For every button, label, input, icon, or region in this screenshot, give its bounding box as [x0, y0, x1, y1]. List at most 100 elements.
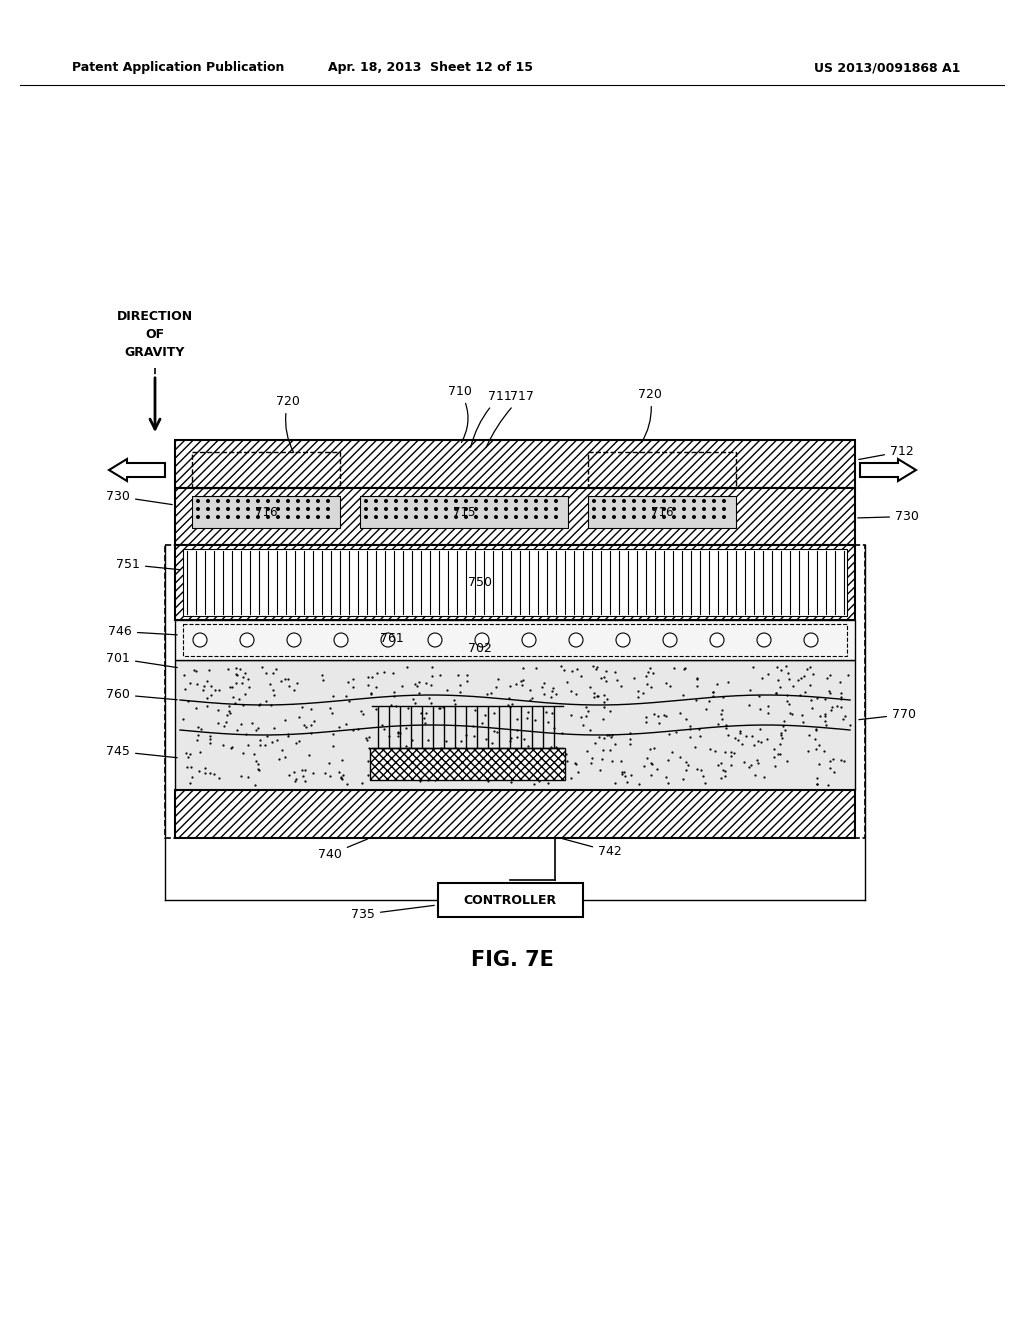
Text: 720: 720	[276, 395, 300, 453]
Circle shape	[710, 634, 724, 647]
Circle shape	[622, 515, 626, 519]
Circle shape	[256, 499, 260, 503]
Circle shape	[642, 507, 646, 511]
Text: 745: 745	[106, 744, 177, 758]
Circle shape	[682, 499, 686, 503]
Circle shape	[206, 499, 210, 503]
Text: CONTROLLER: CONTROLLER	[464, 895, 557, 908]
Circle shape	[662, 507, 666, 511]
Circle shape	[652, 499, 656, 503]
Circle shape	[632, 515, 636, 519]
Circle shape	[722, 499, 726, 503]
Circle shape	[464, 499, 468, 503]
Circle shape	[286, 515, 290, 519]
Circle shape	[616, 634, 630, 647]
Circle shape	[569, 634, 583, 647]
Circle shape	[216, 499, 220, 503]
Circle shape	[364, 499, 368, 503]
Circle shape	[544, 499, 548, 503]
Circle shape	[642, 499, 646, 503]
Circle shape	[602, 499, 606, 503]
Circle shape	[296, 499, 300, 503]
Circle shape	[494, 499, 498, 503]
Text: 760: 760	[106, 688, 177, 701]
Bar	[175, 660, 855, 789]
Circle shape	[672, 507, 676, 511]
Circle shape	[394, 499, 398, 503]
Circle shape	[712, 507, 716, 511]
Circle shape	[316, 499, 319, 503]
Circle shape	[702, 515, 706, 519]
Circle shape	[216, 507, 220, 511]
Bar	[165, 545, 865, 838]
Circle shape	[374, 499, 378, 503]
Circle shape	[246, 499, 250, 503]
Text: 770: 770	[859, 708, 916, 721]
Circle shape	[534, 499, 538, 503]
Circle shape	[196, 507, 200, 511]
Text: 710: 710	[449, 385, 472, 442]
Text: 730: 730	[106, 490, 172, 504]
Circle shape	[602, 507, 606, 511]
Circle shape	[316, 507, 319, 511]
Circle shape	[682, 507, 686, 511]
Text: Patent Application Publication: Patent Application Publication	[72, 62, 285, 74]
Circle shape	[236, 499, 240, 503]
Circle shape	[632, 499, 636, 503]
Circle shape	[652, 515, 656, 519]
Circle shape	[702, 499, 706, 503]
Text: 750: 750	[468, 577, 492, 590]
Circle shape	[404, 507, 408, 511]
Circle shape	[444, 507, 449, 511]
Text: Apr. 18, 2013  Sheet 12 of 15: Apr. 18, 2013 Sheet 12 of 15	[328, 62, 532, 74]
Circle shape	[306, 499, 310, 503]
Circle shape	[206, 507, 210, 511]
Circle shape	[494, 507, 498, 511]
Circle shape	[454, 499, 458, 503]
Circle shape	[642, 515, 646, 519]
Circle shape	[216, 515, 220, 519]
Text: 730: 730	[858, 510, 919, 523]
Circle shape	[266, 507, 270, 511]
Circle shape	[722, 515, 726, 519]
Circle shape	[404, 499, 408, 503]
Circle shape	[474, 507, 478, 511]
Circle shape	[612, 499, 616, 503]
Circle shape	[692, 499, 696, 503]
Circle shape	[394, 507, 398, 511]
Circle shape	[702, 507, 706, 511]
Bar	[438, 883, 583, 917]
Circle shape	[544, 515, 548, 519]
Circle shape	[374, 515, 378, 519]
Circle shape	[444, 515, 449, 519]
Circle shape	[236, 515, 240, 519]
Circle shape	[632, 507, 636, 511]
Circle shape	[196, 499, 200, 503]
Circle shape	[504, 507, 508, 511]
Circle shape	[256, 507, 260, 511]
Bar	[183, 549, 847, 616]
Text: 761: 761	[380, 631, 403, 644]
Circle shape	[663, 634, 677, 647]
Circle shape	[592, 507, 596, 511]
Circle shape	[722, 507, 726, 511]
Circle shape	[692, 515, 696, 519]
Text: OF: OF	[145, 327, 165, 341]
Bar	[588, 451, 736, 488]
Circle shape	[196, 515, 200, 519]
Text: 716: 716	[255, 506, 278, 519]
FancyArrow shape	[860, 459, 916, 480]
Circle shape	[524, 507, 528, 511]
Circle shape	[454, 515, 458, 519]
Circle shape	[524, 499, 528, 503]
Circle shape	[662, 515, 666, 519]
Circle shape	[226, 499, 230, 503]
Circle shape	[662, 499, 666, 503]
Circle shape	[534, 515, 538, 519]
Circle shape	[622, 499, 626, 503]
Circle shape	[246, 515, 250, 519]
Circle shape	[414, 515, 418, 519]
Circle shape	[364, 507, 368, 511]
Text: 720: 720	[638, 388, 662, 442]
Circle shape	[474, 499, 478, 503]
